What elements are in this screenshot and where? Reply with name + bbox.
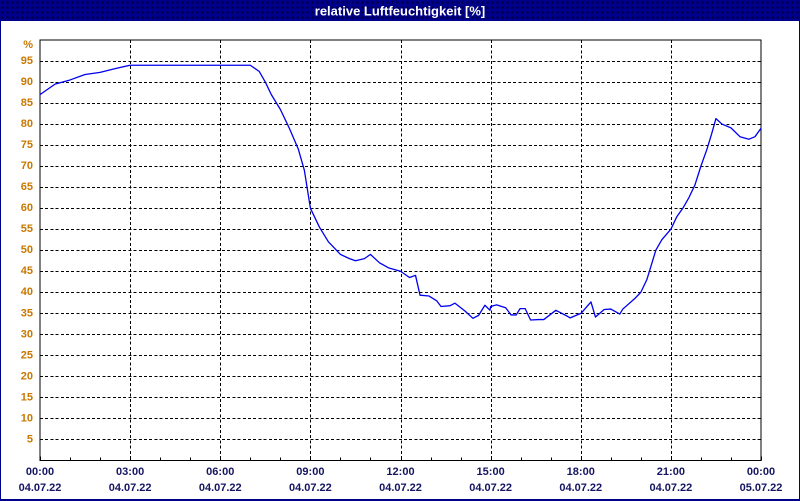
svg-text:20: 20 xyxy=(21,370,33,382)
svg-text:09:00: 09:00 xyxy=(296,466,324,478)
svg-text:00:00: 00:00 xyxy=(747,466,775,478)
svg-text:18:00: 18:00 xyxy=(567,466,595,478)
svg-text:95: 95 xyxy=(21,55,33,67)
svg-text:85: 85 xyxy=(21,97,33,109)
svg-text:04.07.22: 04.07.22 xyxy=(109,482,152,494)
svg-text:50: 50 xyxy=(21,244,33,256)
svg-text:05.07.22: 05.07.22 xyxy=(740,482,783,494)
svg-text:04.07.22: 04.07.22 xyxy=(199,482,242,494)
svg-text:00:00: 00:00 xyxy=(26,466,54,478)
svg-text:25: 25 xyxy=(21,349,33,361)
svg-text:04.07.22: 04.07.22 xyxy=(559,482,602,494)
svg-text:12:00: 12:00 xyxy=(386,466,414,478)
svg-text:15:00: 15:00 xyxy=(477,466,505,478)
svg-text:40: 40 xyxy=(21,286,33,298)
svg-text:%: % xyxy=(23,39,33,51)
svg-text:70: 70 xyxy=(21,160,33,172)
svg-text:03:00: 03:00 xyxy=(116,466,144,478)
svg-text:04.07.22: 04.07.22 xyxy=(469,482,512,494)
svg-text:21:00: 21:00 xyxy=(657,466,685,478)
svg-text:10: 10 xyxy=(21,412,33,424)
svg-text:04.07.22: 04.07.22 xyxy=(649,482,692,494)
svg-text:55: 55 xyxy=(21,223,33,235)
svg-text:90: 90 xyxy=(21,76,33,88)
svg-text:06:00: 06:00 xyxy=(206,466,234,478)
svg-text:60: 60 xyxy=(21,202,33,214)
svg-text:80: 80 xyxy=(21,118,33,130)
svg-text:04.07.22: 04.07.22 xyxy=(379,482,422,494)
svg-text:15: 15 xyxy=(21,391,33,403)
svg-text:30: 30 xyxy=(21,328,33,340)
svg-text:04.07.22: 04.07.22 xyxy=(19,482,62,494)
svg-text:65: 65 xyxy=(21,181,33,193)
svg-text:35: 35 xyxy=(21,307,33,319)
svg-text:45: 45 xyxy=(21,265,33,277)
svg-text:75: 75 xyxy=(21,139,33,151)
svg-text:04.07.22: 04.07.22 xyxy=(289,482,332,494)
svg-text:5: 5 xyxy=(27,433,33,445)
